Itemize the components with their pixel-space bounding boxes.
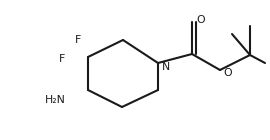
Text: O: O xyxy=(223,68,232,78)
Text: F: F xyxy=(59,54,65,64)
Text: H₂N: H₂N xyxy=(45,95,65,105)
Text: F: F xyxy=(75,35,81,45)
Text: N: N xyxy=(162,62,170,72)
Text: O: O xyxy=(196,15,205,25)
